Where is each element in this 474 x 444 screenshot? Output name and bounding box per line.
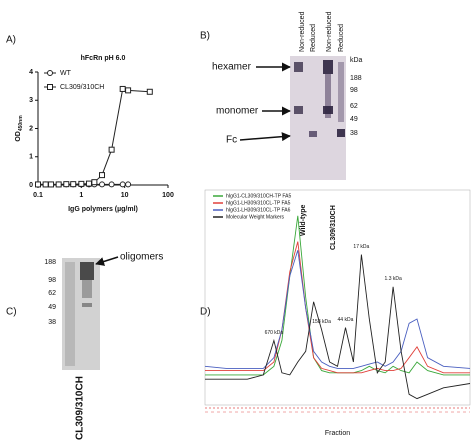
point: [119, 85, 126, 92]
y-tick-label: 0: [29, 182, 33, 189]
y-tick-label: 2: [29, 125, 33, 132]
marker-label: 98: [48, 277, 56, 284]
series-line: [205, 254, 471, 400]
band-label: oligomers: [120, 252, 163, 263]
x-tick-label: 1: [79, 192, 83, 199]
band: [294, 62, 303, 72]
legend-label: CL309/310CH: [60, 84, 104, 91]
annotation: 158 kDa: [312, 319, 331, 325]
column-header: Non-reduced: [326, 11, 333, 52]
x-axis-label: IgG polymers (µg/ml): [68, 206, 138, 213]
band: [294, 106, 303, 114]
point: [99, 181, 106, 188]
point: [35, 181, 41, 188]
y-axis-label-sub: 450nm: [18, 115, 24, 131]
point: [125, 87, 132, 94]
column-header: Non-reduced: [299, 11, 306, 52]
arrow: [239, 132, 291, 142]
marker-label: 62: [350, 103, 358, 110]
legend-marker: [47, 70, 53, 76]
y-tick-label: 1: [29, 154, 33, 161]
panel-label: B): [200, 31, 210, 42]
point: [108, 181, 115, 188]
fraction-strip: [205, 407, 470, 413]
band-label: hexamer: [212, 62, 252, 73]
y-tick-label: 3: [29, 97, 33, 104]
gel-image: [290, 56, 346, 180]
legend-label: hIgG1-LH309/310CL-TP FA6: [226, 207, 291, 213]
band: [82, 280, 92, 298]
x-tick-label: 0.1: [33, 192, 43, 199]
marker-label: 98: [350, 87, 358, 94]
gel-c: 188 98 62 49 38 oligomers CL309/310CH: [44, 252, 163, 440]
legend-marker: [47, 84, 53, 90]
series-line: [205, 241, 470, 374]
legend-label: WT: [60, 70, 72, 77]
band: [337, 129, 345, 137]
point: [55, 181, 62, 188]
x-tick-label: 10: [121, 192, 129, 199]
x-tick-label: 100: [162, 192, 174, 199]
column-header: Reduced: [310, 24, 317, 52]
panel-label: C): [6, 307, 17, 318]
point: [78, 180, 85, 187]
annotation: 1.3 kDa: [385, 276, 402, 282]
marker-label: 188: [350, 75, 362, 82]
point: [91, 179, 98, 186]
band: [323, 60, 333, 74]
point: [108, 146, 115, 153]
band: [338, 62, 344, 122]
x-axis-label: Fraction: [325, 430, 350, 437]
lane: [65, 262, 75, 366]
marker-label: 38: [350, 130, 358, 137]
series-line: [38, 88, 150, 185]
annotation: 44 kDa: [338, 317, 354, 323]
band: [80, 262, 94, 280]
point: [42, 181, 49, 188]
arrow: [95, 256, 119, 266]
band: [323, 106, 333, 114]
chart-title: hFcRn pH 6.0: [81, 55, 126, 62]
lane-label: Wild-type: [300, 204, 307, 236]
column-header: Reduced: [338, 24, 345, 52]
plot-frame: [204, 189, 471, 406]
marker-label: 49: [48, 304, 56, 311]
annotation: 17 kDa: [353, 244, 369, 250]
panel-label: D): [200, 307, 211, 318]
lane-label: CL309/310CH: [330, 205, 337, 250]
marker-unit: kDa: [350, 57, 363, 64]
series-line: [204, 250, 471, 369]
point: [70, 181, 77, 188]
point: [119, 181, 126, 188]
point: [48, 181, 55, 188]
legend-label: Molecular Weight Markers: [226, 214, 284, 220]
marker-label: 188: [44, 259, 56, 266]
point: [125, 181, 132, 188]
y-axis-label-main: OD: [15, 131, 22, 142]
point: [85, 180, 92, 187]
legend-label: hIgG1-LH309/310CL-TP FA5: [226, 200, 291, 206]
gel-b: Non-reduced Reduced Non-reduced Reduced …: [212, 11, 363, 250]
band-label: monomer: [216, 106, 259, 117]
point: [63, 181, 70, 188]
point: [146, 88, 153, 95]
marker-label: 38: [48, 319, 56, 326]
band-label: Fc: [226, 135, 237, 146]
marker-label: 62: [48, 290, 56, 297]
legend-label: hIgG1-CL309/310CH-TP FA5: [226, 193, 291, 199]
band: [309, 131, 317, 137]
panel-label: A): [6, 35, 16, 46]
marker-label: 49: [350, 116, 358, 123]
y-tick-label: 4: [29, 69, 33, 76]
annotation: 670 kDa: [265, 330, 284, 336]
point: [99, 172, 106, 179]
band: [325, 74, 331, 118]
band: [82, 303, 92, 307]
y-axis-label: OD450nm: [15, 115, 24, 142]
series-line: [205, 215, 470, 376]
lane-label: CL309/310CH: [75, 376, 86, 440]
